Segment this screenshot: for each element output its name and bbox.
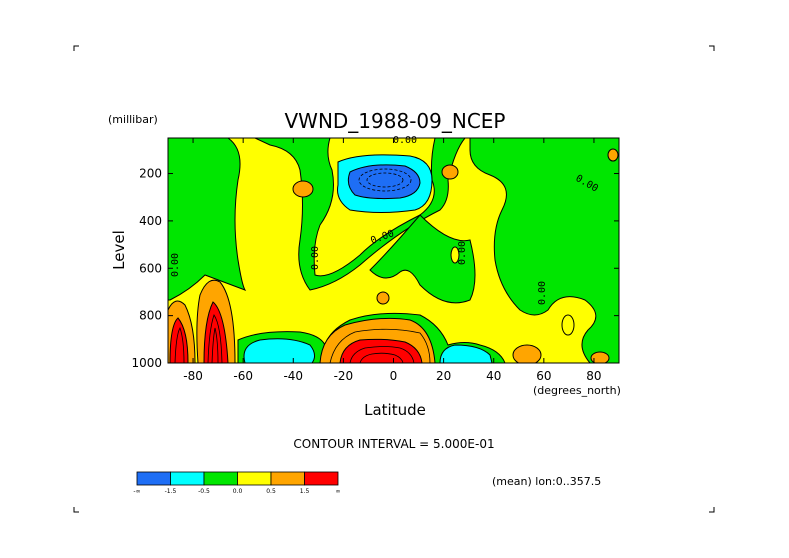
region-cyan-lower-right [439, 344, 493, 363]
region-red-center [339, 338, 423, 363]
region-cyan-lower-left [243, 338, 316, 363]
blob-orange-2 [441, 164, 459, 180]
colorbar-swatch [270, 471, 305, 486]
contour-label: 0.00 [393, 135, 417, 146]
colorbar-swatch [136, 471, 171, 486]
colorbar-swatch [170, 471, 205, 486]
blob-orange-6 [607, 148, 619, 162]
contour-label: 0.00 [537, 281, 548, 305]
y-tick-label: 1000 [131, 356, 162, 370]
region-green-left [168, 138, 247, 301]
colorbar-label: -1.5 [165, 488, 177, 495]
y-tick-label: 400 [139, 214, 162, 228]
y-tick-label: 200 [139, 167, 162, 181]
y-tick-label: 600 [139, 261, 162, 275]
red-center-contours [329, 328, 431, 363]
blue-core-dashes [358, 168, 412, 192]
x-tick-label: -20 [334, 369, 354, 383]
x-tick-label: 20 [436, 369, 451, 383]
x-tick-label: 80 [586, 369, 601, 383]
x-tick-label: 60 [536, 369, 551, 383]
y-unit-label: (millibar) [108, 113, 158, 126]
island-yellow-2 [450, 246, 460, 264]
x-tick-label: -80 [183, 369, 203, 383]
y-axis-label: Level [110, 230, 128, 270]
footer-text: (mean) lon:0..357.5 [492, 475, 601, 488]
x-unit-label: (degrees_north) [533, 384, 621, 397]
contour-label: 0.00 [310, 246, 321, 270]
plot-area [168, 138, 619, 363]
x-tick-label: 0 [390, 369, 398, 383]
x-tick-label: 40 [486, 369, 501, 383]
y-tick-label: 800 [139, 309, 162, 323]
colorbar-label: 1.5 [300, 488, 310, 495]
x-axis-label: Latitude [364, 401, 426, 419]
chart-title: VWND_1988-09_NCEP [284, 109, 505, 133]
region-green-right [469, 138, 619, 363]
x-axis: -80 -60 -40 -20 0 20 40 60 80 [183, 138, 602, 383]
x-tick-label: -60 [233, 369, 253, 383]
contour-label: 0.00 [457, 241, 468, 265]
x-tick-label: -40 [283, 369, 303, 383]
blob-orange-1 [292, 180, 314, 198]
colorbar-label: ∞ [336, 488, 341, 495]
colorbar-label: -∞ [133, 488, 140, 495]
island-yellow-1 [561, 314, 575, 336]
colorbar-swatch [304, 471, 339, 486]
region-blue-upper [347, 164, 421, 200]
red-left-contours [174, 314, 223, 363]
contour-interval: CONTOUR INTERVAL = 5.000E-01 [293, 437, 494, 451]
colorbar: -∞ -1.5 -0.5 0.0 0.5 1.5 ∞ [133, 471, 341, 495]
colorbar-swatch [237, 471, 272, 486]
colorbar-label: 0.5 [266, 488, 276, 495]
y-axis: 200 400 600 800 1000 [131, 167, 619, 370]
region-green-mid [369, 214, 476, 304]
colorbar-label: 0.0 [233, 488, 243, 495]
contour-label: 0.00 [170, 253, 181, 277]
blob-orange-5 [590, 351, 610, 363]
blob-orange-4 [512, 344, 542, 363]
colorbar-label: -0.5 [198, 488, 210, 495]
crop-marks [73, 45, 715, 513]
blob-orange-3 [376, 291, 390, 305]
colorbar-swatch [203, 471, 238, 486]
